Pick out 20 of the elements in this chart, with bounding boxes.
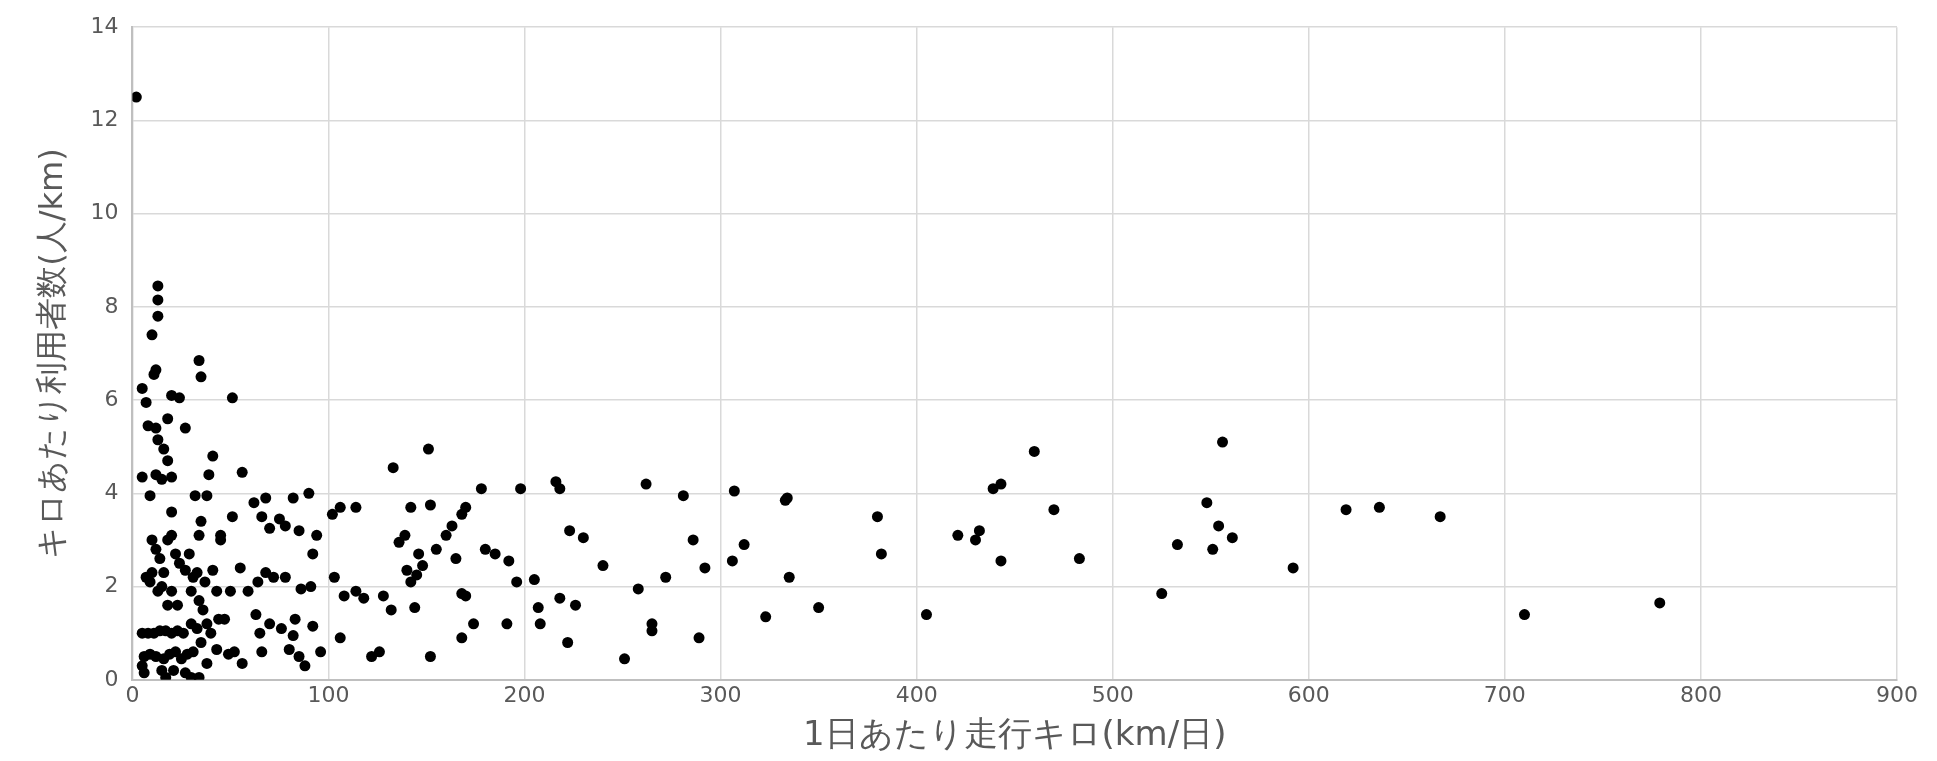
- y-tick-label: 0: [104, 665, 119, 691]
- x-tick-label: 0: [125, 681, 140, 707]
- x-tick-label: 500: [1091, 681, 1134, 707]
- y-tick-label: 8: [104, 292, 119, 318]
- y-tick-label: 2: [104, 572, 119, 598]
- x-tick-label: 400: [895, 681, 938, 707]
- y-axis-title: キロあたり利用者数(人/km): [31, 148, 70, 559]
- x-tick-label: 300: [699, 681, 742, 707]
- x-tick-label: 800: [1679, 681, 1722, 707]
- y-tick-label: 10: [90, 199, 119, 225]
- x-tick-label: 600: [1287, 681, 1330, 707]
- x-tick-label: 900: [1876, 681, 1918, 707]
- x-tick-label: 100: [307, 681, 350, 707]
- x-tick-label: 200: [503, 681, 546, 707]
- x-axis-title: 1日あたり走行キロ(km/日): [802, 713, 1227, 754]
- x-tick-label: 700: [1483, 681, 1526, 707]
- y-tick-label: 12: [90, 106, 119, 132]
- y-tick-label: 14: [90, 12, 119, 38]
- y-tick-label: 6: [104, 385, 119, 411]
- y-tick-label: 4: [104, 479, 119, 505]
